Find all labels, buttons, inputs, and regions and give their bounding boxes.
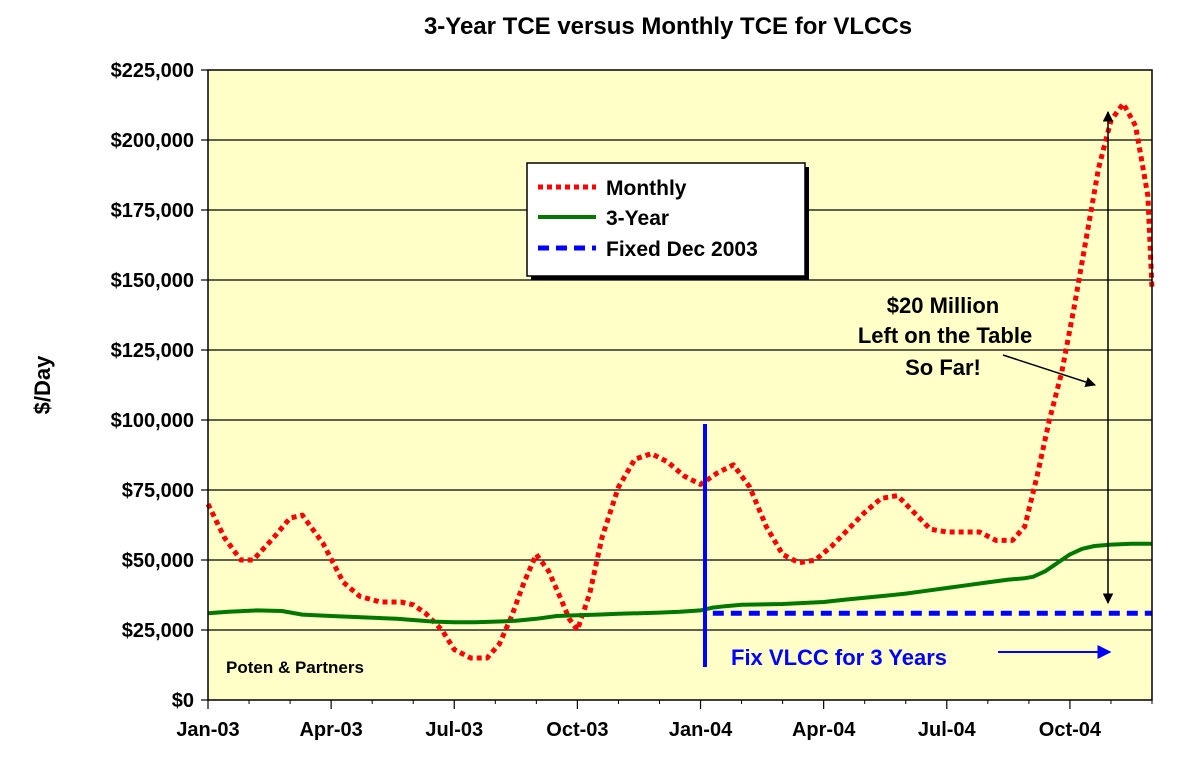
annotation-line-3: So Far!: [905, 355, 981, 380]
y-tick-label: $75,000: [122, 480, 194, 502]
y-tick-label: $50,000: [122, 550, 194, 572]
y-tick-label: $175,000: [111, 200, 194, 222]
x-tick-label: Jan-04: [669, 719, 733, 741]
chart-title: 3-Year TCE versus Monthly TCE for VLCCs: [424, 13, 912, 40]
series-line-monthly: [205, 101, 1155, 661]
y-axis-label: $/Day: [30, 355, 55, 414]
x-tick-label: Oct-03: [546, 719, 608, 741]
plot-area-border: [207, 69, 1153, 701]
source-label: Poten & Partners: [226, 658, 364, 677]
y-tick-label: $225,000: [111, 60, 194, 82]
data-series: [205, 101, 1155, 661]
legend-label-monthly: Monthly: [606, 177, 687, 200]
y-tick-label: $125,000: [111, 340, 194, 362]
y-tick-label: $150,000: [111, 270, 194, 292]
x-tick-label: Jul-04: [918, 719, 977, 741]
y-tick-label: $100,000: [111, 410, 194, 432]
annotation-line-1: $20 Million: [887, 293, 999, 318]
x-tick-label: Jan-03: [176, 719, 239, 741]
legend: Monthly 3-Year Fixed Dec 2003: [526, 162, 809, 280]
annotation-line-2: Left on the Table: [858, 323, 1032, 348]
y-tick-label: $25,000: [122, 620, 194, 642]
x-tick-label: Jul-03: [425, 719, 483, 741]
legend-label-fixed: Fixed Dec 2003: [606, 238, 758, 261]
y-tick-label: $0: [172, 690, 194, 712]
legend-box: [526, 162, 806, 277]
annotation-fix-vlcc: Fix VLCC for 3 Years: [731, 645, 1112, 670]
x-tick-label: Oct-04: [1039, 719, 1102, 741]
y-tick-label: $200,000: [111, 130, 194, 152]
x-tick-label: Apr-03: [299, 719, 362, 741]
x-tick-label: Apr-04: [792, 719, 856, 741]
series-line-3-year: [207, 541, 1152, 625]
legend-label-3-year: 3-Year: [606, 207, 669, 230]
axes: $0 $25,000 $50,000 $75,000 $100,000 $125,000 $…: [111, 60, 1153, 741]
annotation-20-million: $20 Million Left on the Table So Far!: [858, 110, 1114, 605]
annotation-pointer-arrow: [1002, 354, 1096, 388]
fix-vlcc-label: Fix VLCC for 3 Years: [731, 645, 947, 670]
